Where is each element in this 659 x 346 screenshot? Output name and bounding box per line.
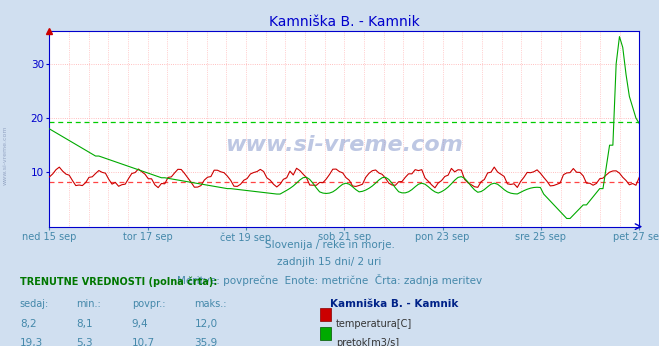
- Text: 9,4: 9,4: [132, 319, 148, 329]
- Text: temperatura[C]: temperatura[C]: [336, 319, 413, 329]
- Text: Kamniška B. - Kamnik: Kamniška B. - Kamnik: [330, 299, 458, 309]
- Text: povpr.:: povpr.:: [132, 299, 165, 309]
- Text: www.si-vreme.com: www.si-vreme.com: [225, 135, 463, 155]
- Text: Slovenija / reke in morje.: Slovenija / reke in morje.: [264, 240, 395, 251]
- Text: maks.:: maks.:: [194, 299, 227, 309]
- Text: 35,9: 35,9: [194, 338, 217, 346]
- Text: 10,7: 10,7: [132, 338, 155, 346]
- Text: sedaj:: sedaj:: [20, 299, 49, 309]
- Text: 8,2: 8,2: [20, 319, 36, 329]
- Text: pretok[m3/s]: pretok[m3/s]: [336, 338, 399, 346]
- Text: zadnjih 15 dni/ 2 uri: zadnjih 15 dni/ 2 uri: [277, 257, 382, 267]
- Text: 19,3: 19,3: [20, 338, 43, 346]
- Text: Meritve: povprečne  Enote: metrične  Črta: zadnja meritev: Meritve: povprečne Enote: metrične Črta:…: [177, 274, 482, 286]
- Text: 12,0: 12,0: [194, 319, 217, 329]
- Title: Kamniška B. - Kamnik: Kamniška B. - Kamnik: [269, 15, 420, 29]
- Text: www.si-vreme.com: www.si-vreme.com: [3, 126, 8, 185]
- Text: min.:: min.:: [76, 299, 101, 309]
- Text: 5,3: 5,3: [76, 338, 92, 346]
- Text: 8,1: 8,1: [76, 319, 92, 329]
- Text: TRENUTNE VREDNOSTI (polna črta):: TRENUTNE VREDNOSTI (polna črta):: [20, 277, 217, 287]
